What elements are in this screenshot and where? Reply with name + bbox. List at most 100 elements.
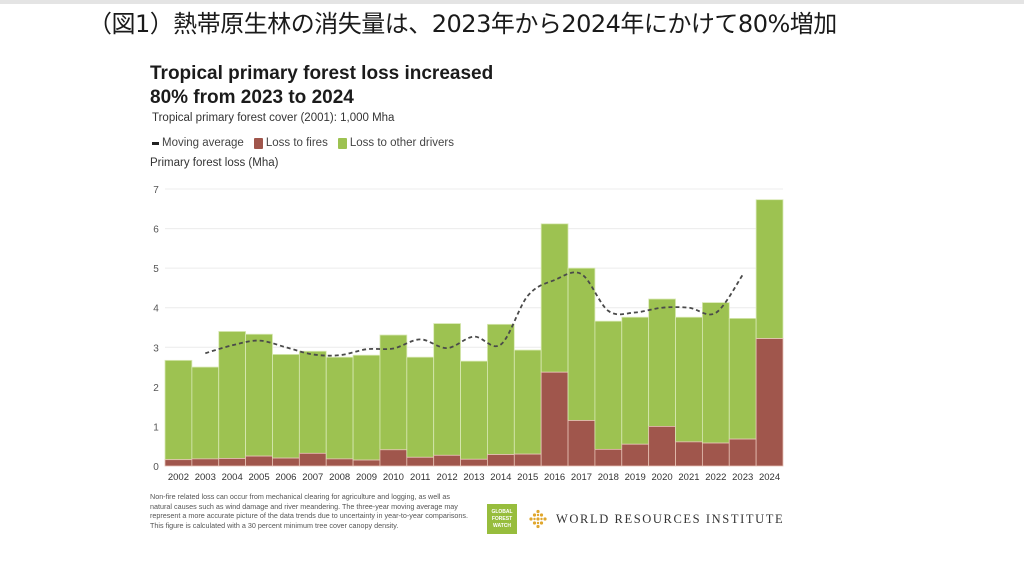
bar-fires xyxy=(218,458,247,467)
x-tick-label: 2020 xyxy=(652,472,673,483)
bar-fires xyxy=(379,449,408,467)
bar-other-drivers xyxy=(218,331,247,459)
x-tick-label: 2017 xyxy=(571,472,592,483)
x-tick-label: 2004 xyxy=(222,472,243,483)
gfw-logo-line: FOREST xyxy=(491,515,513,522)
chart-subtitle: Tropical primary forest cover (2001): 1,… xyxy=(152,112,395,124)
bar-fires xyxy=(567,420,596,467)
y-tick-label: 1 xyxy=(153,422,159,433)
x-tick-label: 2024 xyxy=(759,472,780,483)
bar-fires xyxy=(675,441,703,467)
x-tick-label: 2021 xyxy=(678,472,699,483)
top-strip xyxy=(0,0,1024,4)
bar-other-drivers xyxy=(164,359,193,461)
chart-title: Tropical primary forest loss increased 8… xyxy=(150,63,494,108)
bar-other-drivers xyxy=(245,333,273,457)
bar-other-drivers xyxy=(325,356,354,460)
bar-other-drivers xyxy=(487,323,515,455)
wri-logo: WORLD RESOURCES INSTITUTE xyxy=(528,509,784,529)
bar-fires xyxy=(487,454,515,467)
bar-other-drivers xyxy=(648,298,676,427)
legend-item-moving-average: Moving average xyxy=(152,137,244,149)
x-tick-label: 2010 xyxy=(383,472,404,483)
wri-emblem-icon xyxy=(529,509,547,529)
global-forest-watch-logo: GLOBAL FOREST WATCH xyxy=(487,504,517,534)
bar-other-drivers xyxy=(513,349,542,455)
x-tick-label: 2013 xyxy=(463,472,484,483)
bar-fires xyxy=(272,457,300,467)
y-tick-label: 4 xyxy=(153,304,159,315)
x-tick-label: 2023 xyxy=(732,472,753,483)
bar-other-drivers xyxy=(191,366,220,460)
bar-other-drivers xyxy=(540,223,569,373)
legend: Moving average Loss to fires Loss to oth… xyxy=(152,137,464,149)
bar-other-drivers xyxy=(272,354,300,459)
bar-fires xyxy=(298,452,327,467)
bar-fires xyxy=(755,338,784,467)
bar-other-drivers xyxy=(352,354,381,461)
legend-label: Moving average xyxy=(162,137,244,149)
x-tick-label: 2015 xyxy=(517,472,538,483)
legend-item-fires: Loss to fires xyxy=(253,137,328,149)
x-tick-label: 2022 xyxy=(705,472,726,483)
bar-other-drivers xyxy=(621,316,650,445)
bar-other-drivers xyxy=(728,317,757,440)
x-tick-label: 2006 xyxy=(275,472,296,483)
y-tick-label: 0 xyxy=(153,462,159,473)
bar-fires xyxy=(460,458,488,467)
y-axis-label: Primary forest loss (Mha) xyxy=(150,157,279,169)
bar-other-drivers xyxy=(379,334,408,451)
bar-fires xyxy=(164,459,193,467)
bar-fires xyxy=(540,371,569,467)
legend-label: Loss to other drivers xyxy=(349,137,455,149)
bar-other-drivers xyxy=(298,350,327,454)
bar-other-drivers xyxy=(755,199,784,339)
bar-fires xyxy=(433,454,461,467)
y-tick-label: 6 xyxy=(153,225,159,236)
bar-fires xyxy=(594,448,623,467)
bar-other-drivers xyxy=(701,302,730,444)
legend-item-other-drivers: Loss to other drivers xyxy=(337,137,455,149)
wri-logo-text: WORLD RESOURCES INSTITUTE xyxy=(556,511,785,526)
x-tick-label: 2009 xyxy=(356,472,377,483)
bar-fires xyxy=(701,442,730,467)
slide-title: （図1）熱帯原生林の消失量は、2023年から2024年にかけて80%増加 xyxy=(88,10,837,38)
x-tick-label: 2003 xyxy=(195,472,216,483)
bar-fires xyxy=(728,438,757,467)
bar-other-drivers xyxy=(406,356,435,458)
moving-average-line xyxy=(205,271,744,357)
y-tick-label: 2 xyxy=(153,383,159,394)
x-tick-label: 2019 xyxy=(625,472,646,483)
other-drivers-swatch-icon xyxy=(337,137,347,149)
x-tick-label: 2002 xyxy=(168,472,189,483)
x-tick-label: 2005 xyxy=(248,472,269,483)
y-tick-label: 7 xyxy=(153,185,159,196)
y-tick-label: 5 xyxy=(153,264,159,275)
y-tick-label: 3 xyxy=(153,343,159,354)
x-tick-label: 2011 xyxy=(410,472,430,483)
bar-fires xyxy=(513,453,542,467)
legend-label: Loss to fires xyxy=(265,137,328,149)
bar-fires xyxy=(325,458,354,467)
bar-fires xyxy=(406,456,435,467)
x-tick-label: 2018 xyxy=(598,472,619,483)
x-tick-label: 2008 xyxy=(329,472,350,483)
x-tick-label: 2012 xyxy=(437,472,458,483)
bar-fires xyxy=(191,458,220,467)
x-tick-label: 2007 xyxy=(302,472,323,483)
x-tick-label: 2014 xyxy=(490,472,511,483)
bar-fires xyxy=(245,455,273,467)
bar-fires xyxy=(648,426,676,467)
dashed-line-icon xyxy=(152,141,159,145)
bar-other-drivers xyxy=(675,316,703,443)
bar-other-drivers xyxy=(460,360,488,460)
gfw-logo-line: GLOBAL xyxy=(491,508,513,515)
x-tick-label: 2016 xyxy=(544,472,565,483)
bar-other-drivers xyxy=(433,323,461,456)
bar-fires xyxy=(621,443,650,467)
bar-other-drivers xyxy=(594,320,623,450)
bar-fires xyxy=(352,459,381,467)
bar-other-drivers xyxy=(567,267,596,421)
footnote: Non-fire related loss can occur from mec… xyxy=(150,492,469,530)
